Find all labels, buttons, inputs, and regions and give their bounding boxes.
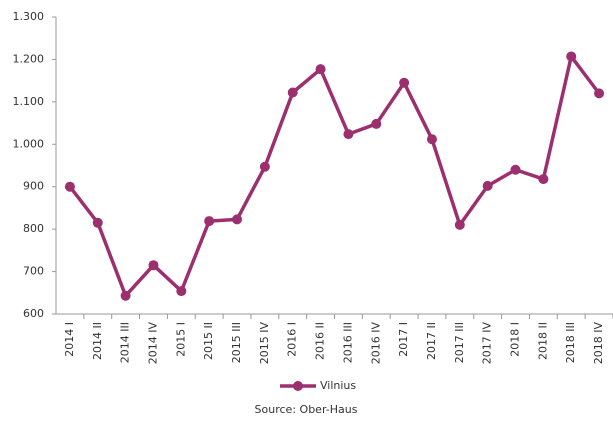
y-tick-label: 900: [23, 180, 44, 193]
y-tick-label: 1.000: [13, 137, 45, 150]
x-tick-label: 2016 III: [341, 322, 354, 363]
legend-label: Vilnius: [320, 379, 356, 392]
x-tick-label: 2018 IV: [592, 322, 605, 365]
y-tick-label: 1.300: [13, 10, 45, 23]
point: [204, 216, 215, 227]
point: [92, 217, 103, 228]
x-tick-label: 2014 IV: [146, 322, 159, 365]
x-tick-label: 2018 III: [564, 322, 577, 363]
x-tick-label: 2015 III: [230, 322, 243, 363]
point: [538, 174, 549, 185]
x-tick-label: 2015 II: [202, 322, 215, 360]
point: [371, 118, 382, 129]
point: [510, 164, 521, 175]
point: [148, 260, 159, 271]
x-tick-label: 2017 II: [425, 322, 438, 360]
series-line: [68, 54, 601, 298]
x-tick-label: 2016 IV: [369, 322, 382, 365]
x-tick-label: 2015 I: [174, 322, 187, 357]
y-tick-label: 700: [23, 265, 44, 278]
y-tick-label: 1.100: [13, 95, 45, 108]
point: [259, 161, 270, 172]
point: [454, 219, 465, 230]
point: [64, 181, 75, 192]
point: [232, 214, 243, 225]
point: [287, 87, 298, 98]
point: [120, 290, 131, 301]
x-tick-label: 2016 II: [314, 322, 327, 360]
point: [343, 129, 354, 140]
y-tick-label: 600: [23, 307, 44, 320]
y-tick-label: 1.200: [13, 52, 45, 65]
point: [566, 51, 577, 62]
point: [176, 286, 187, 297]
x-tick-label: 2014 III: [119, 322, 132, 363]
x-tick-label: 2016 I: [286, 322, 299, 357]
x-tick-label: 2014 I: [63, 322, 76, 357]
legend-marker: [293, 381, 303, 391]
x-tick-label: 2017 I: [397, 322, 410, 357]
point: [426, 134, 437, 145]
source: Source: Ober-Haus: [255, 403, 358, 416]
x-tick-label: 2018 I: [509, 322, 522, 357]
x-tick-label: 2017 III: [453, 322, 466, 363]
point: [594, 88, 605, 99]
x-tick-label: 2015 IV: [258, 322, 271, 365]
x-tick-label: 2014 II: [91, 322, 104, 360]
x-tick-label: 2017 IV: [481, 322, 494, 365]
x-tick-label: 2018 II: [536, 322, 549, 360]
y-tick-label: 800: [23, 222, 44, 235]
point: [399, 77, 410, 88]
point: [482, 180, 493, 191]
point: [315, 64, 326, 75]
